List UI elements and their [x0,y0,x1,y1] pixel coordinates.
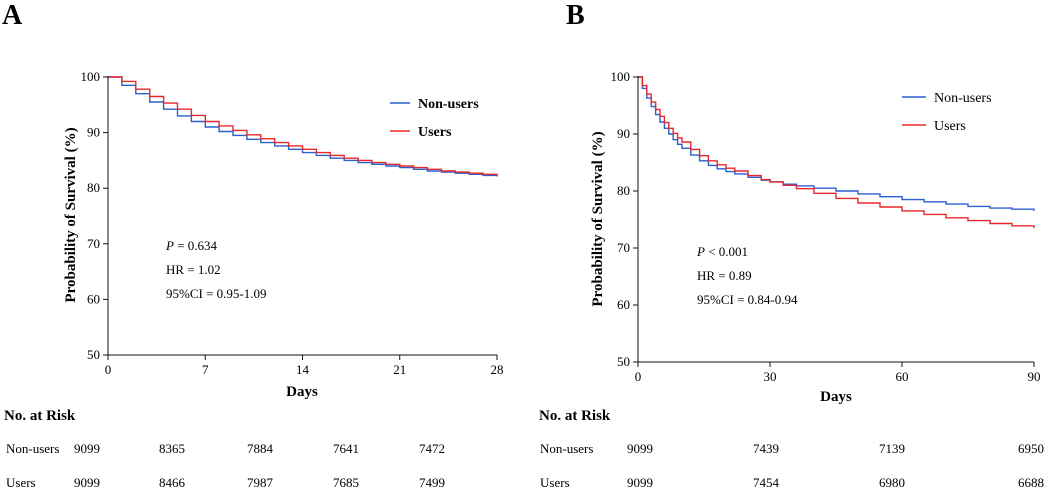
panel-a-y-tick-label: 60 [87,291,100,306]
panel-a-ci: 95%CI = 0.95-1.09 [166,286,267,301]
panel-b-y-tick-label: 80 [617,183,630,198]
panel-b-series-non-users [638,76,1035,211]
panel-b-y-ticks: 50 60 70 80 90 100 [611,69,638,369]
panel-b-p-value: P < 0.001 [696,244,748,259]
panel-b-risk-values: 9099 7439 7139 6950 9099 7454 6980 6688 [627,441,1044,490]
panel-a-y-tick-label: 100 [81,69,101,84]
panel-a-y-tick-label: 50 [87,347,100,362]
panel-a-risk-label-users: Users [6,475,36,490]
panel-b-risk-label-users: Users [540,475,570,490]
panel-b-risk-value: 6688 [1018,475,1044,490]
panel-b-x-tick-label: 60 [896,369,909,384]
panel-b-legend-users: Users [934,119,966,134]
panel-b-risk-title: No. at Risk [539,408,611,424]
panel-a-p-value: P = 0.634 [165,238,218,253]
panel-b-x-tick-label: 30 [764,369,777,384]
panel-a-x-tick-label: 7 [202,362,209,377]
panel-b-chart: 50 60 70 80 90 100 0 30 60 90 Days Probability o… [590,69,1041,405]
panel-b-p-prefix: P [696,244,705,259]
panel-b-letter: B [566,0,585,31]
panel-b-x-tick-label: 90 [1028,369,1041,384]
panel-b-legend-non-users: Non-users [934,91,992,106]
panel-a-x-tick-label: 0 [105,362,112,377]
panel-b-y-tick-label: 90 [617,126,630,141]
panel-b-risk-value: 7454 [753,475,780,490]
panel-a-series-non-users [108,76,498,177]
panel-a-risk-value: 7685 [333,475,359,490]
panel-b-hr: HR = 0.89 [697,268,752,283]
panel-a-hr: HR = 1.02 [166,262,221,277]
panel-b-p-rest: < 0.001 [705,244,748,259]
panel-b-series-users [638,76,1035,229]
panel-a-y-tick-label: 90 [87,125,100,140]
panel-a-x-label: Days [286,384,318,400]
panel-a-risk-value: 8466 [159,475,186,490]
panel-a-risk-values: 9099 8365 7884 7641 7472 9099 8466 7987 7685 7499 [74,441,445,490]
panel-b-series [638,76,1035,229]
panel-a-series [108,76,498,177]
panel-b-risk-value: 9099 [627,475,653,490]
panel-a-risk-value: 7472 [419,441,445,456]
panel-a-risk-value: 7499 [419,475,445,490]
panel-b-risk-value: 6980 [879,475,905,490]
panel-b-x-ticks: 0 30 60 90 [635,362,1041,384]
panel-b-risk-value: 9099 [627,441,653,456]
panel-b-ci: 95%CI = 0.84-0.94 [697,292,798,307]
panel-a-y-ticks: 50 60 70 80 90 100 [81,69,108,362]
panel-a-letter: A [2,0,23,31]
panel-b-risk-value: 7439 [753,441,779,456]
panel-a-series-users [108,76,498,176]
panel-b-risk-value: 6950 [1018,441,1044,456]
panel-a-x-tick-label: 14 [296,362,310,377]
panel-b-y-label: Probability of Survival (%) [590,131,606,306]
panel-a-legend-non-users: Non-users [418,97,479,112]
panel-a-risk-value: 7641 [333,441,359,456]
panel-b-y-tick-label: 100 [611,69,631,84]
panel-b-risk-label-non-users: Non-users [540,441,593,456]
panel-a-x-tick-label: 21 [393,362,406,377]
panel-a-x-ticks: 0 7 14 21 28 [105,355,504,377]
panel-b-x-tick-label: 0 [635,369,642,384]
panel-a-chart: 50 60 70 80 90 100 0 7 14 21 28 Days Probability … [63,69,504,400]
panel-a-risk-table: No. at Risk Non-users Users 9099 8365 7884… [4,408,445,490]
panel-a-risk-title: No. at Risk [4,408,76,424]
panel-a-risk-label-non-users: Non-users [6,441,59,456]
panel-a-risk-value: 7884 [247,441,274,456]
panel-a-risk-value: 8365 [159,441,185,456]
panel-b-y-tick-label: 50 [617,354,630,369]
panel-a-p-prefix: P [165,238,174,253]
panel-b-x-label: Days [820,389,852,405]
panel-a-y-tick-label: 70 [87,236,100,251]
panel-a-p-rest: = 0.634 [174,238,218,253]
panel-b-risk-value: 7139 [879,441,905,456]
panel-a-y-tick-label: 80 [87,180,100,195]
panel-a-risk-value: 7987 [247,475,274,490]
panel-a-x-tick-label: 28 [491,362,504,377]
panel-a-legend-users: Users [418,125,452,140]
panel-b-risk-table: No. at Risk Non-users Users 9099 7439 7139… [539,408,1044,490]
panel-a-risk-value: 9099 [74,475,100,490]
panel-b-y-tick-label: 60 [617,297,630,312]
panel-a-y-label: Probability of Survival (%) [63,127,79,302]
panel-a-risk-value: 9099 [74,441,100,456]
panel-b-y-tick-label: 70 [617,240,630,255]
